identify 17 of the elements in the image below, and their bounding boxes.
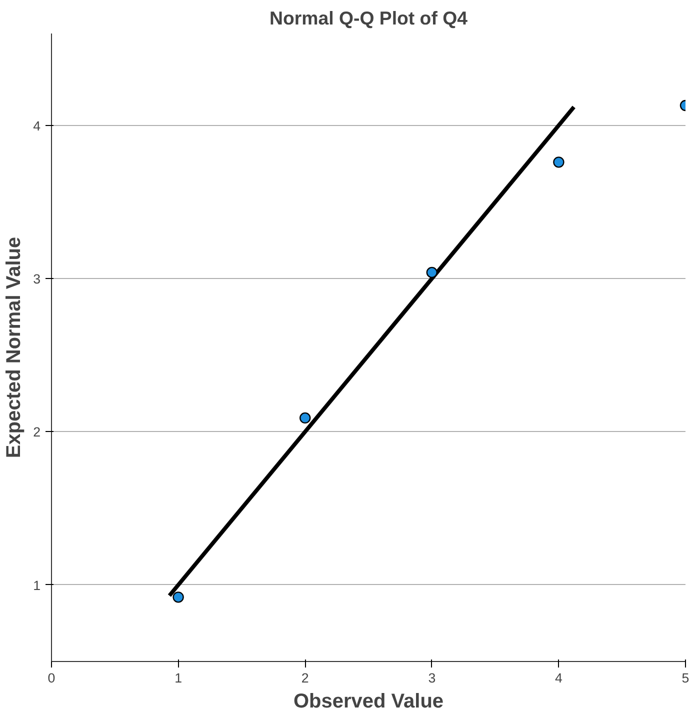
x-tick-label: 3 <box>428 670 436 686</box>
y-axis-title: Expected Normal Value <box>3 236 26 458</box>
x-tick-label: 1 <box>174 670 182 686</box>
x-axis-title: Observed Value <box>293 690 444 712</box>
y-tick-label: 4 <box>33 118 42 134</box>
point <box>426 266 438 278</box>
chart-title: Normal Q-Q Plot of Q4 <box>270 8 468 28</box>
x-tick-label: 4 <box>554 670 563 686</box>
x-tick-label: 0 <box>48 670 56 686</box>
point <box>172 592 184 603</box>
y-tick-label: 1 <box>33 578 41 593</box>
point <box>300 412 311 424</box>
y-tick-label: 2 <box>33 424 41 440</box>
x-tick-label: 2 <box>301 670 309 686</box>
y-tick-label: 3 <box>33 272 41 287</box>
point <box>553 156 564 168</box>
x-tick-label: 5 <box>682 670 690 686</box>
